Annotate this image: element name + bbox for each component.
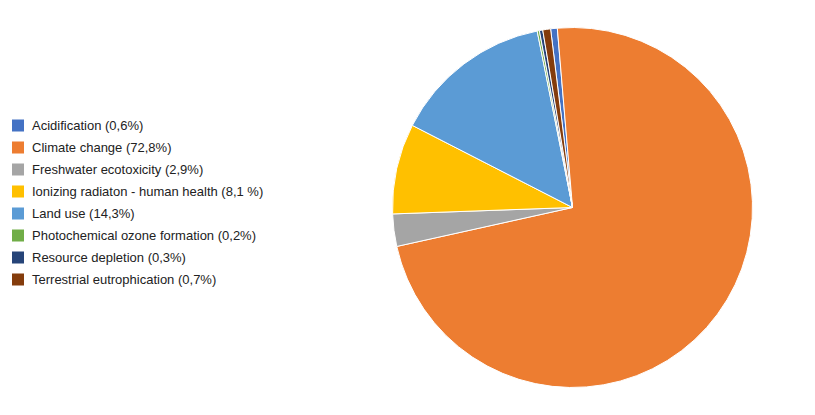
legend-label: Terrestrial eutrophication (0,7%) — [32, 272, 216, 287]
chart: Acidification (0,6%) Climate change (72,8… — [0, 0, 815, 415]
legend-swatch — [12, 252, 24, 264]
legend-item: Ionizing radiaton - human health (8,1 %) — [12, 184, 263, 199]
legend-item: Photochemical ozone formation (0,2%) — [12, 228, 256, 243]
legend-item: Acidification (0,6%) — [12, 118, 143, 133]
legend-swatch — [12, 186, 24, 198]
legend-label: Ionizing radiaton - human health (8,1 %) — [32, 184, 263, 199]
legend-item: Freshwater ecotoxicity (2,9%) — [12, 162, 203, 177]
legend-swatch — [12, 208, 24, 220]
legend-swatch — [12, 120, 24, 132]
legend-item: Resource depletion (0,3%) — [12, 250, 186, 265]
legend-label: Photochemical ozone formation (0,2%) — [32, 228, 256, 243]
legend-item: Land use (14,3%) — [12, 206, 135, 221]
legend: Acidification (0,6%) Climate change (72,8… — [12, 118, 263, 287]
legend-item: Terrestrial eutrophication (0,7%) — [12, 272, 216, 287]
legend-label: Climate change (72,8%) — [32, 140, 171, 155]
legend-label: Resource depletion (0,3%) — [32, 250, 186, 265]
pie — [393, 27, 753, 387]
legend-label: Acidification (0,6%) — [32, 118, 143, 133]
legend-swatch — [12, 164, 24, 176]
legend-label: Freshwater ecotoxicity (2,9%) — [32, 162, 203, 177]
legend-label: Land use (14,3%) — [32, 206, 135, 221]
legend-swatch — [12, 142, 24, 154]
legend-swatch — [12, 274, 24, 286]
pie-slice — [543, 29, 573, 208]
pie-slice — [537, 31, 572, 208]
legend-swatch — [12, 230, 24, 242]
legend-item: Climate change (72,8%) — [12, 140, 171, 155]
